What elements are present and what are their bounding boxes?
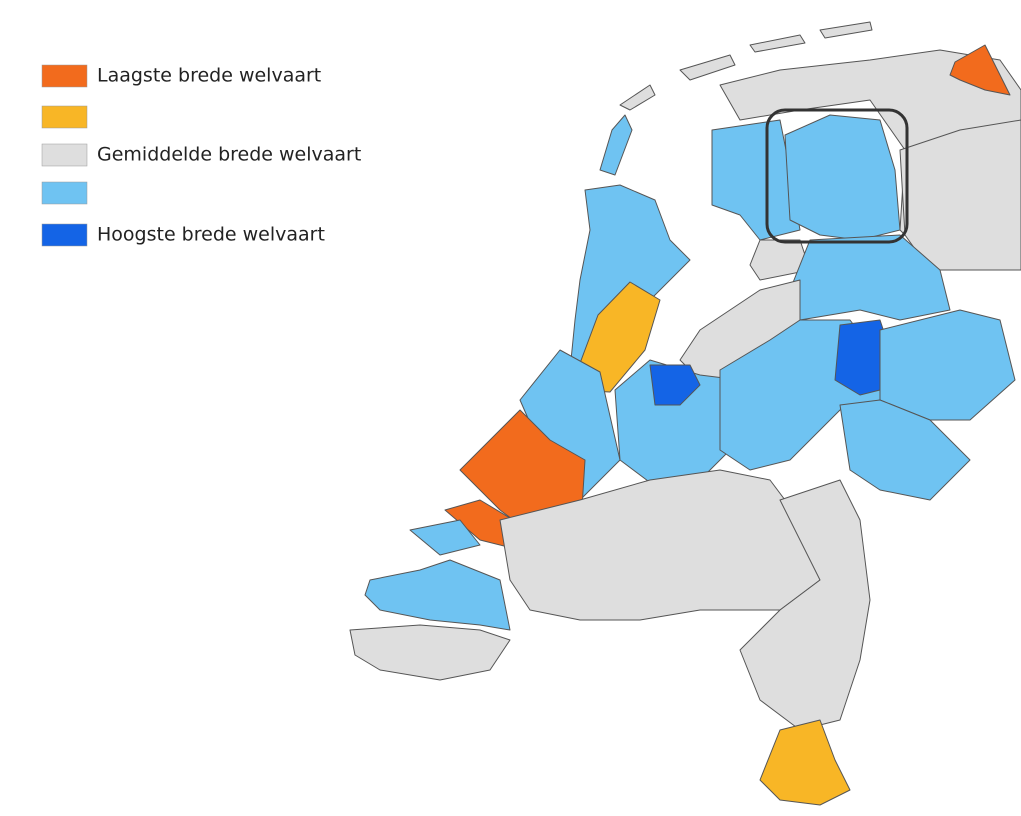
legend-swatch: [41, 105, 88, 129]
region: [619, 84, 656, 111]
map: [349, 21, 1021, 806]
legend-swatch: [41, 64, 88, 88]
region: [819, 21, 873, 39]
region: [749, 34, 806, 53]
region: [364, 559, 511, 631]
region: [949, 44, 1011, 96]
legend-swatch: [41, 181, 88, 205]
region: [749, 239, 811, 281]
region: [784, 114, 901, 241]
legend-swatch: [41, 223, 88, 247]
highlight-box: [765, 108, 909, 244]
region: [599, 114, 633, 176]
region: [409, 519, 481, 556]
legend: Laagste brede welvaart Gemiddelde brede w…: [41, 64, 361, 247]
region: [711, 119, 801, 241]
legend-swatch: [41, 143, 88, 167]
legend-label: Laagste brede welvaart: [97, 65, 321, 87]
region: [679, 54, 736, 81]
legend-label: Hoogste brede welvaart: [97, 224, 325, 246]
legend-label: Gemiddelde brede welvaart: [97, 144, 361, 166]
region: [349, 624, 511, 681]
region: [879, 309, 1016, 421]
region: [649, 364, 701, 406]
region: [759, 719, 851, 806]
region: [839, 399, 971, 501]
